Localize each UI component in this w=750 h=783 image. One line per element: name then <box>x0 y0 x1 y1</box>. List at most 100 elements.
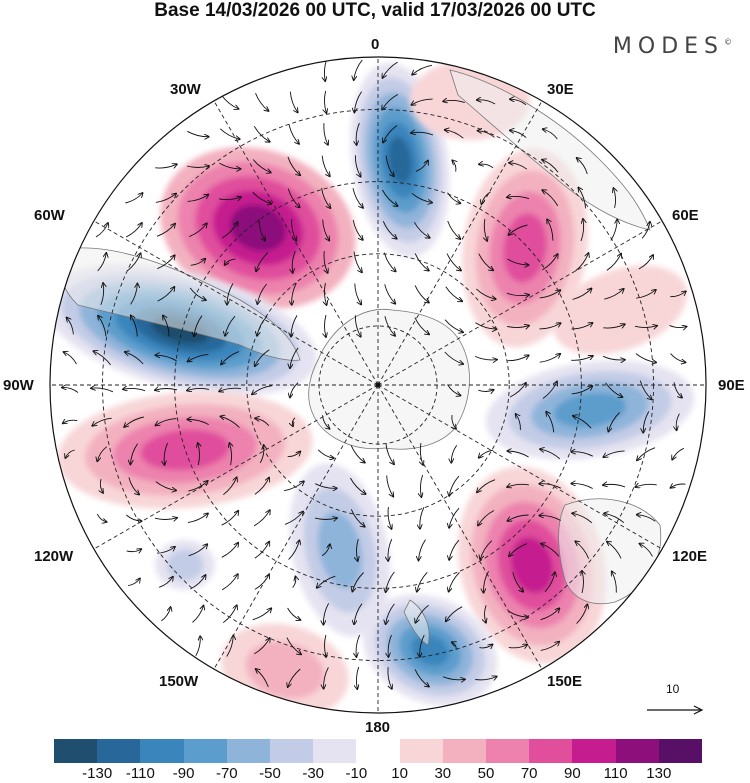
wind-arrow <box>187 419 209 425</box>
wind-arrow <box>576 604 588 624</box>
wind-arrow <box>385 443 394 464</box>
copyright-mark: © <box>724 37 732 47</box>
wind-arrow <box>411 132 434 136</box>
wind-arrow <box>125 352 144 365</box>
wind-arrow <box>354 155 360 176</box>
wind-arrow <box>123 388 146 390</box>
meridian-line <box>213 384 379 670</box>
wind-arrow <box>290 347 299 368</box>
wind-arrow <box>221 416 240 428</box>
wind-arrow <box>508 645 527 648</box>
wind-arrow <box>637 515 656 522</box>
anomaly-center <box>155 540 215 590</box>
wind-arrow <box>222 605 237 624</box>
meridian-line <box>377 100 543 386</box>
wind-arrow <box>546 412 555 433</box>
wind-arrow <box>63 420 78 423</box>
wind-arrow <box>321 544 330 557</box>
colorbar-tick-label: 70 <box>520 765 538 782</box>
wind-arrow <box>387 667 392 689</box>
wind-arrow <box>324 282 326 305</box>
wind-arrow <box>386 475 394 497</box>
wind-arrow <box>252 159 271 173</box>
wind-arrow <box>507 451 529 458</box>
wind-arrow <box>447 384 461 396</box>
wind-arrow <box>292 250 296 273</box>
wind-arrow <box>356 122 360 145</box>
wind-arrow <box>449 539 460 560</box>
wind-arrow <box>388 634 392 657</box>
wind-arrow <box>383 125 398 143</box>
wind-arrow <box>157 255 174 270</box>
wind-arrow <box>221 543 238 558</box>
wind-arrow <box>449 572 460 591</box>
colorbar-tick-label: 110 <box>603 765 628 782</box>
wind-arrow <box>479 644 493 647</box>
wind-arrow <box>608 412 620 432</box>
colorbar-swatch <box>356 739 400 763</box>
wind-arrow <box>354 283 361 305</box>
wind-arrow <box>314 518 337 520</box>
wind-arrow <box>446 253 461 271</box>
wind-arrow <box>477 479 496 493</box>
lon-label-90w: 90W <box>3 377 34 394</box>
wind-arrow <box>507 258 528 265</box>
wind-arrow <box>155 164 177 168</box>
wind-arrow <box>292 576 296 588</box>
wind-arrow <box>252 191 272 204</box>
anomaly-contour <box>317 511 363 589</box>
wind-arrow <box>572 513 593 524</box>
wind-arrow <box>254 478 269 495</box>
wind-arrow <box>155 481 176 491</box>
colorbar-tick-label: -30 <box>302 765 325 782</box>
wind-arrow <box>352 572 364 592</box>
wind-arrow <box>354 603 363 625</box>
wind-arrow <box>382 94 399 109</box>
wind-arrow <box>420 507 425 529</box>
wind-arrow <box>356 538 358 561</box>
wind-arrow <box>509 163 528 170</box>
wind-arrow <box>65 449 75 458</box>
wind-arrow <box>673 382 682 397</box>
wind-arrow <box>97 446 107 462</box>
wind-arrow <box>612 571 617 593</box>
colorbar-swatch <box>313 739 357 763</box>
wind-arrow <box>156 547 175 554</box>
wind-arrow <box>478 390 493 392</box>
wind-arrow <box>475 322 497 329</box>
wind-arrow <box>385 155 394 177</box>
wind-arrow <box>475 288 495 299</box>
wind-arrow <box>188 481 207 492</box>
wind-arrow <box>130 284 138 305</box>
wind-arrow <box>507 355 528 362</box>
lon-label-60w: 60W <box>34 207 65 224</box>
wind-arrow <box>258 219 265 240</box>
wind-arrow <box>287 188 299 208</box>
wind-arrow <box>259 445 264 464</box>
wind-arrow <box>539 515 561 521</box>
wind-arrow <box>317 575 336 588</box>
wind-arrow <box>192 606 204 623</box>
wind-arrow <box>542 254 557 271</box>
wind-arrow <box>507 196 530 198</box>
wind-arrow <box>252 608 272 621</box>
wind-arrow <box>219 128 239 139</box>
wind-arrow <box>100 283 104 306</box>
wind-arrow <box>509 383 526 398</box>
wind-arrow <box>636 290 656 299</box>
wind-arrow <box>195 636 200 657</box>
wind-arrow <box>188 544 208 557</box>
colorbar-swatch <box>270 739 314 763</box>
wind-arrow <box>187 195 209 202</box>
wind-arrow <box>507 514 529 521</box>
wind-arrow <box>572 289 592 300</box>
wind-arrow <box>512 572 523 591</box>
reference-vector-label: 10 <box>666 682 680 696</box>
colorbar-swatch <box>572 739 616 763</box>
wind-arrow <box>323 123 328 145</box>
wind-arrow <box>155 194 176 203</box>
wind-arrow <box>187 130 208 136</box>
wind-arrow <box>484 219 487 241</box>
wind-arrow <box>578 188 587 209</box>
